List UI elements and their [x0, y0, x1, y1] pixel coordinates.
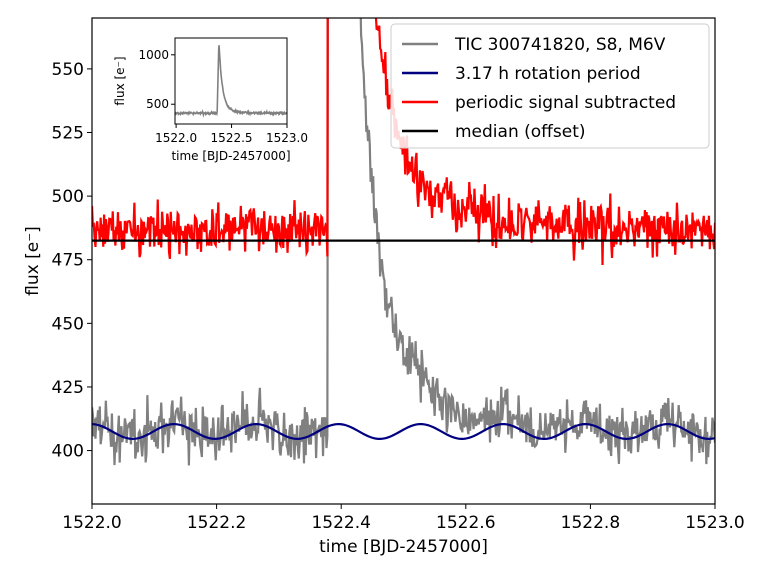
series-line-light-curve: [92, 18, 715, 466]
inset-y-tick-label: 1000: [138, 48, 169, 62]
inset-x-axis-label: time [BJD-2457000]: [171, 149, 290, 163]
y-tick-label: 475: [52, 251, 84, 271]
y-tick-label: 450: [52, 314, 84, 334]
x-tick-label: 1522.2: [187, 513, 246, 533]
inset-frame: [174, 37, 288, 125]
legend-label: TIC 300741820, S8, M6V: [454, 35, 666, 55]
legend-frame: [390, 23, 710, 149]
x-tick-label: 1522.4: [311, 513, 370, 533]
legend-label: median (offset): [455, 122, 586, 142]
x-tick-label: 1522.6: [436, 513, 495, 533]
inset-x-tick-label: 1522.5: [211, 131, 253, 145]
y-tick-label: 400: [52, 442, 84, 462]
main-y-axis-label: flux [e⁻]: [23, 226, 43, 296]
legend-label: 3.17 h rotation period: [455, 64, 641, 84]
inset-background: [175, 38, 287, 124]
inset-axes: 1522.0 1522.5 1523.0 500 1000: [138, 48, 308, 145]
x-tick-label: 1522.8: [561, 513, 620, 533]
x-tick-label: 1522.0: [62, 513, 121, 533]
legend-label: periodic signal subtracted: [455, 93, 676, 113]
inset-x-tick-label: 1522.0: [155, 131, 197, 145]
y-tick-label: 500: [52, 187, 84, 207]
inset-series-line: [175, 45, 287, 118]
inset-x-tick-label: 1523.0: [266, 131, 308, 145]
inset-y-tick-label: 500: [146, 97, 169, 111]
main-axes: 1522.0 1522.2 1522.4 1522.6 1522.8 1523.0 400 4…: [52, 60, 745, 533]
main-plot-frame: [91, 17, 716, 505]
y-tick-label: 550: [52, 60, 84, 80]
legend: TIC 300741820, S8, M6V 3.17 h rotation pe…: [390, 23, 710, 149]
inset-plot-lines: [175, 45, 287, 118]
inset-panel: 1522.0 1522.5 1523.0 500 1000 time [BJD-2457…: [113, 37, 308, 163]
y-tick-label: 425: [52, 378, 84, 398]
main-x-axis-label: time [BJD-2457000]: [319, 537, 488, 557]
y-tick-label: 525: [52, 124, 84, 144]
x-tick-label: 1523.0: [685, 513, 744, 533]
inset-y-axis-label: flux [e⁻]: [113, 56, 127, 105]
series-line-rotation-period: [92, 422, 715, 440]
